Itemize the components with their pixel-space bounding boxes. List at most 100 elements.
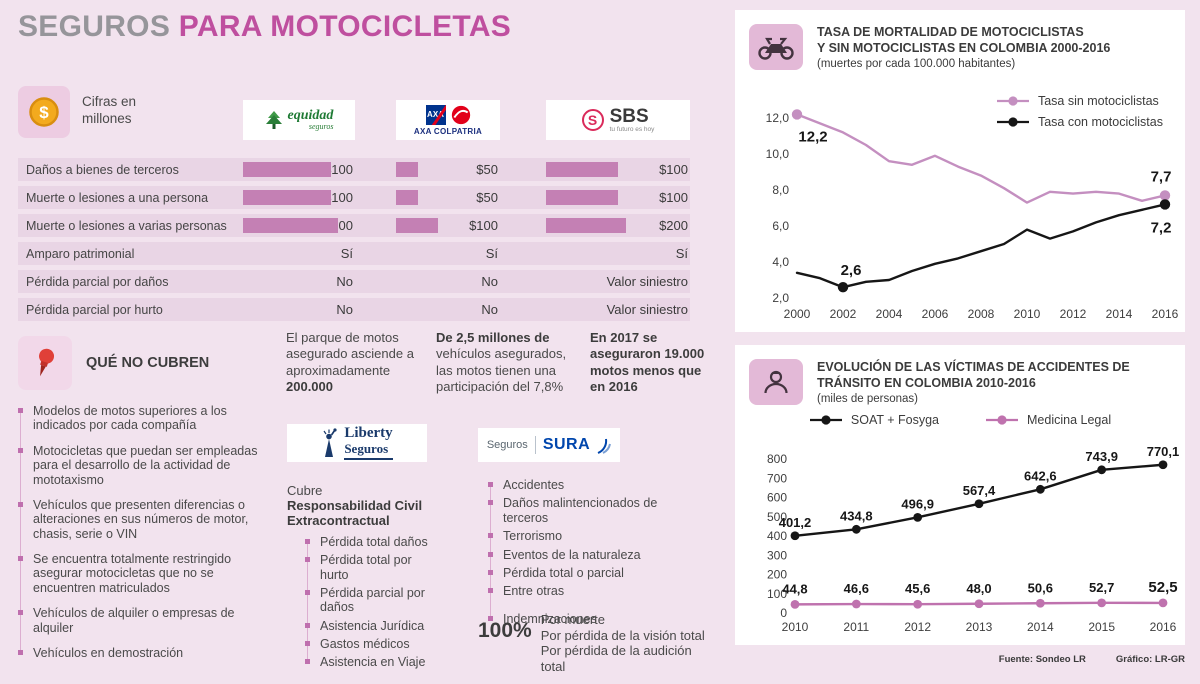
svg-text:50,6: 50,6 [1028,580,1053,595]
svg-text:48,0: 48,0 [966,581,991,596]
line-dot-icon [996,96,1029,106]
table-cell: $100 [396,214,500,237]
mortality-chart-legend: Tasa sin motociclistas Tasa con motocicli… [996,94,1163,129]
pushpin-icon [18,336,72,390]
hundred-percent-items: Por muerte Por pérdida de la visión tota… [541,612,713,674]
svg-text:2004: 2004 [876,307,903,321]
axa-square-icon: AXA [425,104,446,125]
value-bar [396,218,438,233]
cell-value: $50 [476,162,498,177]
table-cell: $200 [546,214,690,237]
liberty-section: Liberty Seguros Cubre Responsabilidad Ci… [287,424,452,674]
not-covered-section: QUÉ NO CUBREN Modelos de motos superiore… [18,336,270,671]
value-bar [546,162,618,177]
list-item: Eventos de la naturaleza [488,548,686,562]
axa-caption: AXA COLPATRIA [413,126,483,136]
row-label: Muerte o lesiones a una persona [26,190,209,205]
table-row: Amparo patrimonial Sí Sí Sí [18,242,690,265]
equidad-logo-name: equidad [287,108,334,123]
row-label: Muerte o lesiones a varias personas [26,218,227,233]
list-item: Entre otras [488,584,686,598]
svg-text:770,1: 770,1 [1147,444,1180,459]
tree-icon [265,111,282,129]
fact-2017: En 2017 se aseguraron 19.000 motos menos… [590,330,708,395]
person-icon [749,359,803,405]
axa-colpatria-logo: AXA AXA COLPATRIA [396,100,500,140]
axa-swoosh-icon [451,105,470,124]
list-item: Pérdida total por hurto [305,553,435,582]
cell-value: Sí [485,246,498,261]
value-bar [243,190,331,205]
sura-logo-seguros: Seguros [486,439,528,451]
statue-of-liberty-icon [323,428,337,457]
cell-value: No [336,302,353,317]
not-covered-list: Modelos de motos superiores a los indica… [18,404,258,660]
svg-text:2006: 2006 [922,307,949,321]
footer: Fuente: Sondeo LR Gráfico: LR-GR [735,654,1185,665]
svg-text:100: 100 [767,587,787,601]
svg-text:2010: 2010 [1014,307,1041,321]
svg-text:2,0: 2,0 [772,291,789,305]
list-item: Asistencia Jurídica [305,619,435,633]
svg-text:0: 0 [780,606,787,620]
axa-square-text: AXA [427,110,444,119]
cell-value: Sí [675,246,688,261]
svg-text:6,0: 6,0 [772,219,789,233]
line-dot-icon [809,415,842,425]
table-cell: No [243,298,355,321]
value-bar [396,162,418,177]
list-item: Vehículos de alquiler o empresas de alqu… [18,606,258,635]
equidad-logo: equidad seguros [243,100,355,140]
fact-text: El parque de motos asegurado asciende a … [286,330,414,378]
footer-credit: Gráfico: LR-GR [1115,654,1185,665]
svg-text:200: 200 [767,568,787,582]
svg-text:2000: 2000 [784,307,811,321]
svg-text:2016: 2016 [1150,620,1177,634]
row-label: Pérdida parcial por daños [26,274,169,289]
mortality-chart-subtitle: (muertes por cada 100.000 habitantes) [817,57,1016,70]
svg-text:2015: 2015 [1088,620,1115,634]
svg-text:2012: 2012 [904,620,931,634]
svg-text:52,7: 52,7 [1089,580,1114,595]
table-cell: $50 [396,186,500,209]
fact-text: vehículos asegurados, las motos tienen u… [436,346,567,394]
svg-text:45,6: 45,6 [905,581,930,596]
svg-text:600: 600 [767,491,787,505]
cell-value: $100 [324,162,353,177]
svg-text:7,2: 7,2 [1151,219,1172,236]
liberty-coverage-list: Pérdida total daños Pérdida total por hur… [305,535,435,670]
table-cell: $100 [243,186,355,209]
table-cell: Valor siniestro [546,270,690,293]
cell-value: $100 [469,218,498,233]
svg-text:300: 300 [767,548,787,562]
table-cell: $100 [546,158,690,181]
sura-logo: Seguros SURA [478,428,620,462]
table-caption: $ Cifras en millones [18,86,243,142]
sura-arcs-icon [597,438,612,454]
row-label: Daños a bienes de terceros [26,162,179,177]
value-bar [546,190,618,205]
fact-insured-fleet: El parque de motos asegurado asciende a … [286,330,424,395]
svg-text:401,2: 401,2 [779,515,812,530]
table-cell: $100 [243,158,355,181]
svg-text:$: $ [39,103,49,122]
victims-chart-panel: EVOLUCIÓN DE LAS VÍCTIMAS DE ACCIDENTES … [735,345,1185,645]
table-cell: No [396,298,500,321]
svg-text:496,9: 496,9 [901,496,934,511]
list-item: Vehículos que presenten diferencias o al… [18,498,258,541]
footer-source: Fuente: Sondeo LR [998,654,1086,665]
list-item: Asistencia en Viaje [305,655,435,669]
comparison-table: Daños a bienes de terceros $100 $50 $100 Mue… [18,158,690,321]
svg-text:2011: 2011 [843,620,869,634]
legend-item: Tasa sin motociclistas [996,94,1163,108]
table-caption-label: Cifras en millones [82,94,137,126]
table-cell: Sí [243,242,355,265]
value-bar [396,190,418,205]
hundred-percent-block: 100% Por muerte Por pérdida de la visión… [478,612,713,674]
victims-chart-subtitle: (miles de personas) [817,392,918,405]
svg-text:642,6: 642,6 [1024,468,1057,483]
svg-text:2012: 2012 [1060,307,1087,321]
legend-label: SOAT + Fosyga [850,413,940,427]
cell-value: $100 [324,190,353,205]
